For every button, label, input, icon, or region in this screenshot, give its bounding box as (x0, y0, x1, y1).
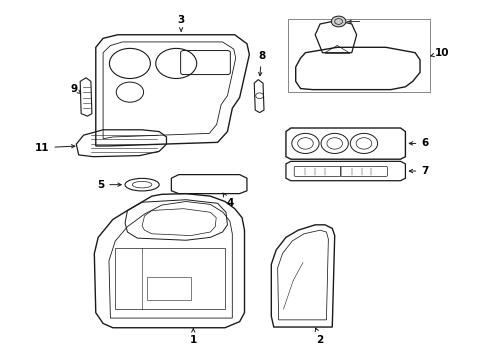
Text: 10: 10 (430, 48, 448, 58)
Text: 4: 4 (223, 193, 233, 208)
Text: 2: 2 (315, 328, 323, 345)
Text: 8: 8 (257, 51, 264, 76)
Text: 11: 11 (35, 143, 75, 153)
Circle shape (330, 16, 345, 27)
Text: 9: 9 (70, 84, 81, 94)
Text: 6: 6 (408, 139, 427, 148)
Text: 3: 3 (177, 15, 184, 31)
Text: 7: 7 (408, 166, 427, 176)
Text: 5: 5 (97, 180, 121, 190)
Text: 1: 1 (189, 329, 197, 345)
